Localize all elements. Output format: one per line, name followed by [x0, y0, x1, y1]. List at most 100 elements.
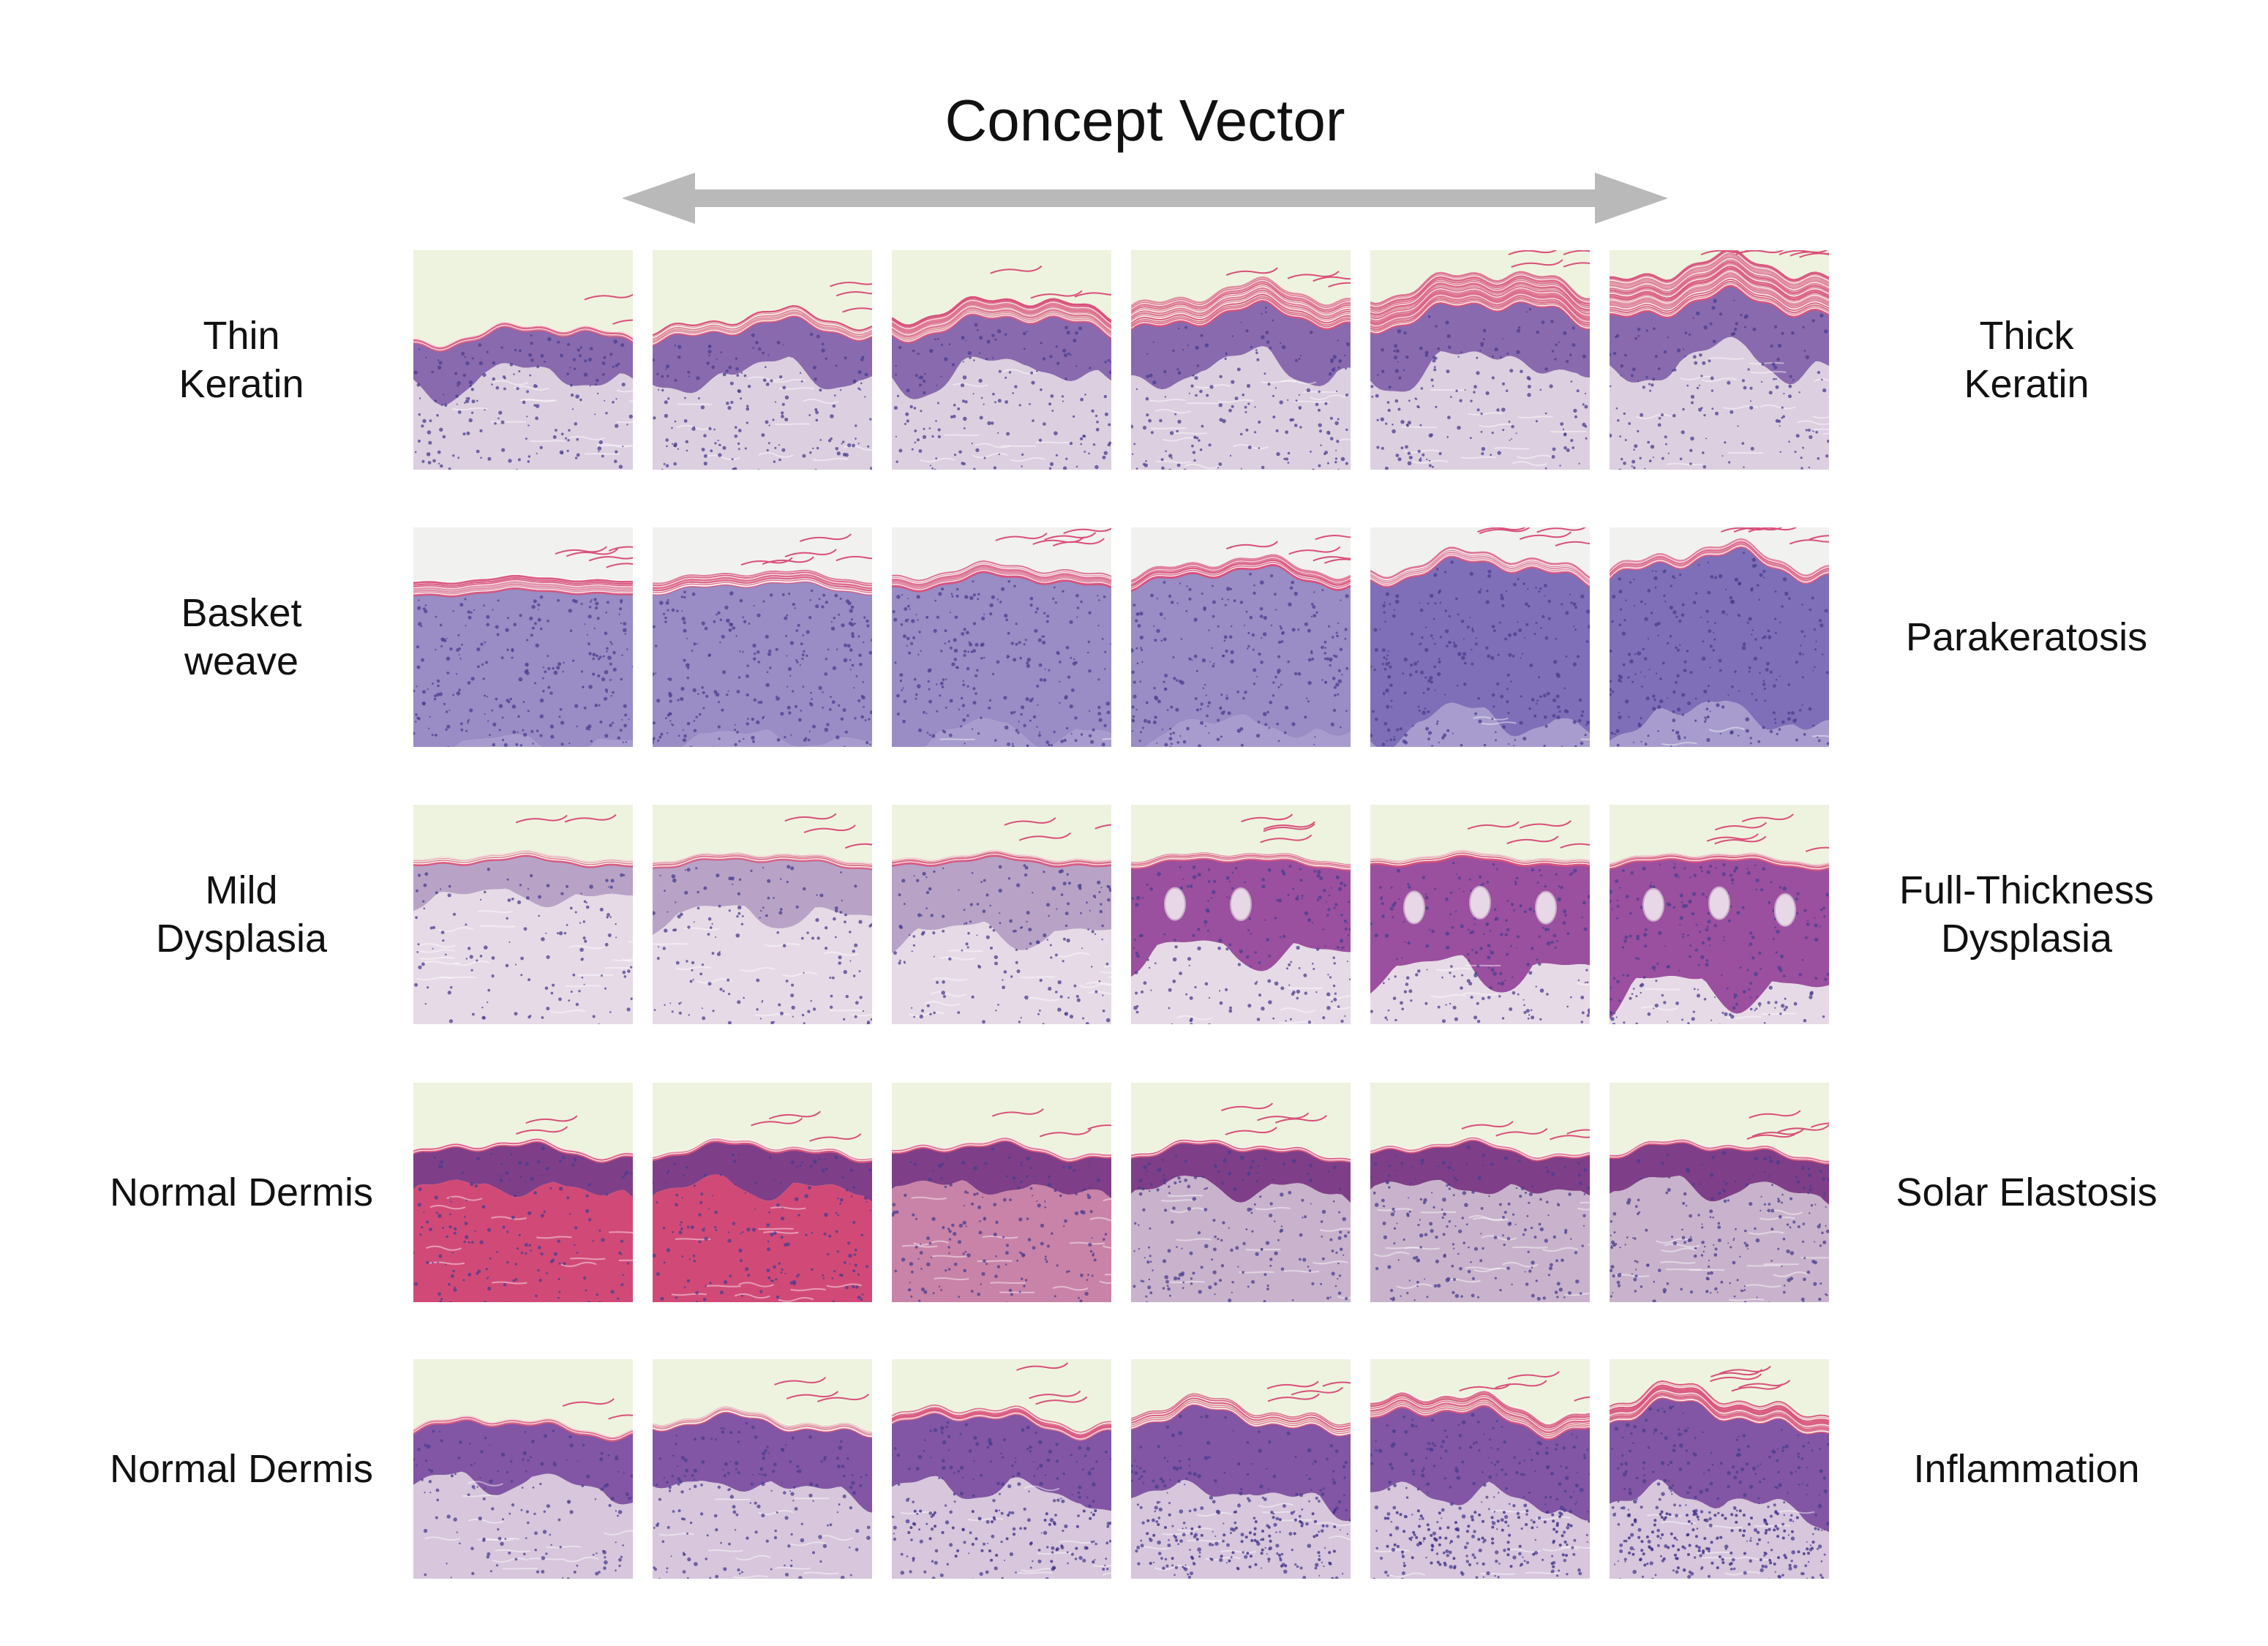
nucleus	[536, 729, 539, 732]
nucleus	[1549, 384, 1553, 388]
nucleus	[1287, 451, 1291, 455]
nucleus	[729, 1274, 732, 1277]
nucleus	[1424, 893, 1427, 895]
keratin-gap	[1610, 540, 1829, 578]
nucleus	[1759, 672, 1761, 674]
nucleus	[1741, 906, 1745, 909]
nucleus	[953, 1232, 957, 1236]
nucleus	[797, 1214, 800, 1217]
nucleus	[1101, 638, 1104, 640]
nucleus	[1095, 427, 1100, 432]
flake	[809, 1133, 862, 1142]
nucleus	[1476, 371, 1480, 375]
nucleus	[540, 354, 544, 358]
nucleus	[1610, 688, 1612, 691]
fiber	[426, 1245, 462, 1251]
nucleus	[814, 469, 818, 470]
nucleus	[1073, 1168, 1076, 1172]
nucleus	[418, 622, 422, 626]
nucleus	[899, 673, 904, 677]
nucleus	[898, 893, 901, 897]
nucleus	[702, 1016, 706, 1021]
nucleus	[573, 1157, 577, 1162]
flake	[515, 814, 568, 824]
nucleus	[1490, 950, 1494, 955]
keratin-gap	[1131, 279, 1351, 310]
nucleus	[1610, 353, 1612, 356]
nucleus	[1772, 711, 1776, 715]
nucleus	[1453, 975, 1456, 978]
nucleus	[539, 698, 544, 703]
nucleus	[1452, 862, 1455, 865]
nucleus	[895, 365, 897, 367]
nucleus	[1716, 703, 1720, 707]
nucleus	[1784, 997, 1787, 1000]
nucleus	[1107, 898, 1111, 902]
keratin-strand	[653, 576, 872, 592]
nucleus	[1063, 738, 1067, 743]
nucleus	[1528, 1014, 1531, 1016]
nucleus	[1798, 391, 1800, 394]
nucleus	[966, 946, 969, 949]
nucleus	[1068, 1270, 1070, 1272]
nucleus	[1546, 691, 1550, 696]
nucleus	[462, 373, 466, 377]
nucleus	[1038, 438, 1043, 442]
nucleus	[1652, 707, 1656, 711]
nucleus	[1330, 358, 1334, 362]
nucleus	[465, 1235, 469, 1239]
nucleus	[536, 365, 540, 369]
nucleus	[1091, 409, 1094, 413]
nucleus	[736, 690, 740, 694]
fiber	[739, 966, 776, 972]
nucleus	[1098, 980, 1101, 982]
nucleus	[680, 686, 685, 691]
nucleus	[757, 701, 760, 704]
keratin-flakes	[751, 1111, 862, 1142]
keratin-strand	[1610, 277, 1829, 310]
epidermis-layer	[892, 1140, 1111, 1198]
nucleus	[983, 656, 985, 659]
nucleus	[1211, 897, 1213, 899]
nucleus	[498, 729, 501, 732]
nucleus	[1464, 389, 1466, 391]
nucleus	[432, 1262, 434, 1264]
nucleus	[1340, 456, 1345, 462]
nucleus	[587, 615, 592, 619]
nucleus	[932, 931, 936, 935]
nucleus	[1098, 599, 1100, 601]
nucleus	[1544, 584, 1547, 587]
nucleus	[1332, 636, 1334, 639]
nucleus	[544, 986, 549, 991]
nucleus	[1407, 461, 1412, 466]
nucleus	[1563, 331, 1567, 335]
nucleus	[808, 414, 811, 416]
nucleus	[1691, 912, 1695, 916]
nucleus	[1557, 897, 1561, 902]
nucleus	[962, 680, 964, 683]
nucleus	[1274, 609, 1277, 611]
nucleus	[1705, 609, 1709, 613]
nucleus	[538, 914, 540, 917]
nuclei	[1131, 865, 1351, 1024]
nucleus	[1345, 393, 1348, 397]
nucleus	[414, 451, 417, 454]
nucleus	[782, 944, 786, 947]
nucleus	[1505, 919, 1508, 922]
nucleus	[1623, 412, 1626, 416]
nucleus	[1266, 340, 1270, 344]
nucleus	[585, 1194, 589, 1198]
nucleus	[912, 349, 915, 353]
nucleus	[1654, 623, 1659, 627]
nucleus	[1550, 941, 1552, 944]
nucleus	[462, 1279, 465, 1282]
nucleus	[1337, 693, 1340, 696]
fiber	[429, 1261, 465, 1265]
keratin-strand	[1610, 255, 1829, 289]
nucleus	[1457, 876, 1461, 880]
nucleus	[448, 1019, 453, 1023]
nucleus	[1255, 351, 1258, 355]
nucleus	[697, 397, 700, 399]
nucleus	[675, 1296, 678, 1299]
nucleus	[1536, 702, 1538, 705]
